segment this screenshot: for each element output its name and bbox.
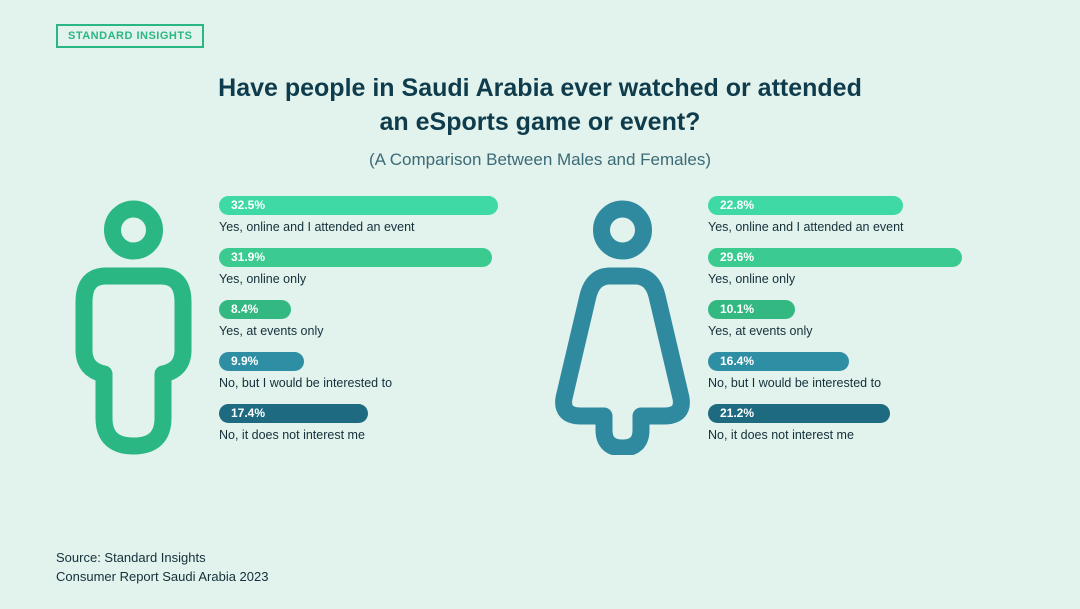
female-bars: 22.8% Yes, online and I attended an event… [708, 194, 1014, 442]
male-bar: 8.4% [219, 300, 291, 319]
male-bars: 32.5% Yes, online and I attended an event… [219, 194, 525, 442]
male-bar: 31.9% [219, 248, 492, 267]
source-line-1: Source: Standard Insights [56, 549, 268, 568]
male-bar-value: 9.9% [231, 354, 258, 368]
infographic-canvas: STANDARD INSIGHTS Have people in Saudi A… [0, 0, 1080, 609]
female-bar-label: Yes, at events only [708, 324, 1014, 338]
male-column: 32.5% Yes, online and I attended an event… [66, 194, 525, 455]
male-bar-label: No, but I would be interested to [219, 376, 525, 390]
female-bar: 10.1% [708, 300, 795, 319]
male-bar-row: 8.4% Yes, at events only [219, 300, 525, 338]
male-bar-value: 31.9% [231, 250, 265, 264]
female-bar-label: Yes, online only [708, 272, 1014, 286]
female-icon [555, 200, 690, 455]
female-bar-value: 16.4% [720, 354, 754, 368]
female-bar-row: 10.1% Yes, at events only [708, 300, 1014, 338]
male-bar-row: 9.9% No, but I would be interested to [219, 352, 525, 390]
male-bar-label: Yes, at events only [219, 324, 525, 338]
male-bar: 32.5% [219, 196, 498, 215]
female-bar-value: 10.1% [720, 302, 754, 316]
source-line-2: Consumer Report Saudi Arabia 2023 [56, 568, 268, 587]
female-bar-row: 21.2% No, it does not interest me [708, 404, 1014, 442]
female-bar: 22.8% [708, 196, 903, 215]
chart-subtitle: (A Comparison Between Males and Females) [56, 150, 1024, 170]
male-bar-value: 8.4% [231, 302, 258, 316]
female-bar: 29.6% [708, 248, 962, 267]
male-bar: 17.4% [219, 404, 368, 423]
male-bar-label: Yes, online only [219, 272, 525, 286]
female-bar-row: 29.6% Yes, online only [708, 248, 1014, 286]
female-bar-label: No, but I would be interested to [708, 376, 1014, 390]
male-icon [66, 200, 201, 455]
female-bar-value: 21.2% [720, 406, 754, 420]
female-bar-label: Yes, online and I attended an event [708, 220, 1014, 234]
female-bar-row: 16.4% No, but I would be interested to [708, 352, 1014, 390]
female-bar-value: 29.6% [720, 250, 754, 264]
male-bar-row: 31.9% Yes, online only [219, 248, 525, 286]
male-bar-value: 32.5% [231, 198, 265, 212]
male-bar-label: No, it does not interest me [219, 428, 525, 442]
male-bar: 9.9% [219, 352, 304, 371]
brand-badge: STANDARD INSIGHTS [56, 24, 204, 48]
female-icon-wrap [555, 194, 690, 455]
female-bar: 16.4% [708, 352, 849, 371]
male-icon-wrap [66, 194, 201, 455]
female-column: 22.8% Yes, online and I attended an event… [555, 194, 1014, 455]
female-bar-label: No, it does not interest me [708, 428, 1014, 442]
chart-title: Have people in Saudi Arabia ever watched… [56, 72, 1024, 140]
female-bar-row: 22.8% Yes, online and I attended an event [708, 196, 1014, 234]
male-bar-label: Yes, online and I attended an event [219, 220, 525, 234]
columns: 32.5% Yes, online and I attended an event… [56, 194, 1024, 455]
title-line-2: an eSports game or event? [380, 108, 701, 136]
male-bar-row: 32.5% Yes, online and I attended an event [219, 196, 525, 234]
male-bar-value: 17.4% [231, 406, 265, 420]
female-bar-value: 22.8% [720, 198, 754, 212]
female-bar: 21.2% [708, 404, 890, 423]
male-bar-row: 17.4% No, it does not interest me [219, 404, 525, 442]
source-text: Source: Standard Insights Consumer Repor… [56, 549, 268, 587]
title-line-1: Have people in Saudi Arabia ever watched… [218, 74, 862, 102]
